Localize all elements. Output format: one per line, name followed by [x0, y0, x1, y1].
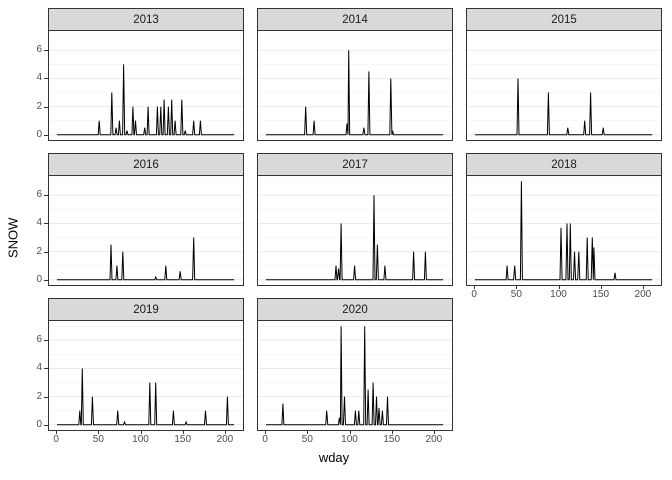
facet-strip-2013: 2013 — [48, 8, 244, 30]
x-axis-ticks-2018: 0 50 100 150 200 — [466, 286, 662, 300]
x-tick-label: 50 — [510, 289, 522, 300]
facet-panel-2016 — [48, 175, 244, 286]
y-tick-mark — [44, 195, 48, 197]
y-tick-mark — [44, 223, 48, 225]
y-tick-mark — [44, 396, 48, 398]
x-tick-mark — [433, 431, 435, 434]
facet-strip-2016: 2016 — [48, 153, 244, 175]
y-tick-label: 2 — [36, 390, 42, 402]
facet-panel-2019 — [48, 320, 244, 431]
x-tick-mark — [140, 431, 142, 434]
y-tick-label: 6 — [36, 189, 42, 201]
y-tick-mark — [44, 279, 48, 281]
x-axis-title: wday — [318, 450, 350, 465]
y-tick-mark — [44, 78, 48, 80]
y-tick-mark — [44, 424, 48, 426]
x-tick-label: 0 — [262, 434, 268, 445]
facet-panel-2015 — [466, 30, 662, 141]
y-tick-label: 0 — [36, 418, 42, 430]
x-tick-label: 150 — [383, 434, 401, 445]
x-tick-mark — [224, 431, 226, 434]
facet-strip-2014: 2014 — [257, 8, 453, 30]
x-tick-mark — [265, 431, 267, 434]
y-axis-ticks-row3: 0 2 4 6 — [20, 320, 48, 431]
y-axis-ticks-row1: 0 2 4 6 — [20, 30, 48, 141]
facet-strip-2019: 2019 — [48, 298, 244, 320]
x-tick-mark — [391, 431, 393, 434]
x-tick-label: 0 — [53, 434, 59, 445]
y-tick-label: 4 — [36, 217, 42, 229]
x-tick-mark — [349, 431, 351, 434]
facet-strip-label: 2017 — [342, 158, 368, 171]
facet-strip-2018: 2018 — [466, 153, 662, 175]
facet-plot-2013 — [49, 35, 243, 136]
facet-panel-2020 — [257, 320, 453, 431]
x-tick-label: 100 — [132, 434, 149, 445]
x-tick-label: 200 — [634, 289, 652, 300]
facet-strip-label: 2014 — [342, 13, 368, 26]
x-tick-label: 150 — [592, 289, 610, 300]
x-tick-mark — [307, 431, 309, 434]
x-tick-label: 100 — [341, 434, 358, 445]
y-tick-mark — [44, 340, 48, 342]
x-axis-ticks-2020: 0 50 100 150 200 — [257, 431, 453, 447]
x-tick-label: 150 — [174, 434, 192, 445]
x-tick-mark — [98, 431, 100, 434]
x-tick-mark — [600, 286, 602, 289]
facet-plot-2016 — [49, 180, 243, 281]
y-tick-label: 4 — [36, 362, 42, 374]
facet-plot-2018 — [467, 180, 661, 281]
facet-strip-2015: 2015 — [466, 8, 662, 30]
facet-plot-2014 — [258, 35, 452, 136]
facet-grid: SNOW wday 2013 2014 2015 2016 2017 2018 2019 20… — [6, 8, 672, 467]
facet-plot-2020 — [258, 325, 452, 426]
x-tick-mark — [558, 286, 560, 289]
y-tick-label: 2 — [36, 100, 42, 112]
facet-strip-label: 2018 — [551, 158, 577, 171]
facet-panel-2013 — [48, 30, 244, 141]
facet-plot-2019 — [49, 325, 243, 426]
y-tick-label: 2 — [36, 245, 42, 257]
x-tick-label: 0 — [471, 289, 477, 300]
y-tick-mark — [44, 134, 48, 136]
x-tick-mark — [56, 431, 58, 434]
facet-panel-2014 — [257, 30, 453, 141]
facet-strip-label: 2020 — [342, 303, 368, 316]
facet-strip-label: 2015 — [551, 13, 577, 26]
y-tick-label: 4 — [36, 72, 42, 84]
x-tick-label: 50 — [92, 434, 104, 445]
x-tick-label: 200 — [216, 434, 234, 445]
facet-strip-label: 2016 — [133, 158, 159, 171]
y-tick-label: 0 — [36, 128, 42, 140]
y-tick-label: 6 — [36, 44, 42, 56]
x-tick-mark — [474, 286, 476, 289]
x-tick-mark — [182, 431, 184, 434]
x-tick-mark — [642, 286, 644, 289]
y-tick-mark — [44, 106, 48, 108]
x-axis-ticks-2019: 0 50 100 150 200 — [48, 431, 244, 447]
y-tick-label: 0 — [36, 273, 42, 285]
facet-panel-2017 — [257, 175, 453, 286]
y-axis-ticks-row2: 0 2 4 6 — [20, 175, 48, 286]
facet-strip-2017: 2017 — [257, 153, 453, 175]
facet-strip-label: 2013 — [133, 13, 159, 26]
y-tick-mark — [44, 251, 48, 253]
x-tick-mark — [516, 286, 518, 289]
x-tick-label: 200 — [425, 434, 443, 445]
facet-strip-2020: 2020 — [257, 298, 453, 320]
y-tick-label: 6 — [36, 334, 42, 346]
y-tick-mark — [44, 50, 48, 52]
facet-strip-label: 2019 — [133, 303, 159, 316]
y-tick-mark — [44, 368, 48, 370]
facet-panel-2018 — [466, 175, 662, 286]
y-axis-title: SNOW — [5, 217, 21, 258]
x-tick-label: 100 — [550, 289, 567, 300]
x-tick-label: 50 — [301, 434, 313, 445]
facet-plot-2017 — [258, 180, 452, 281]
facet-plot-2015 — [467, 35, 661, 136]
